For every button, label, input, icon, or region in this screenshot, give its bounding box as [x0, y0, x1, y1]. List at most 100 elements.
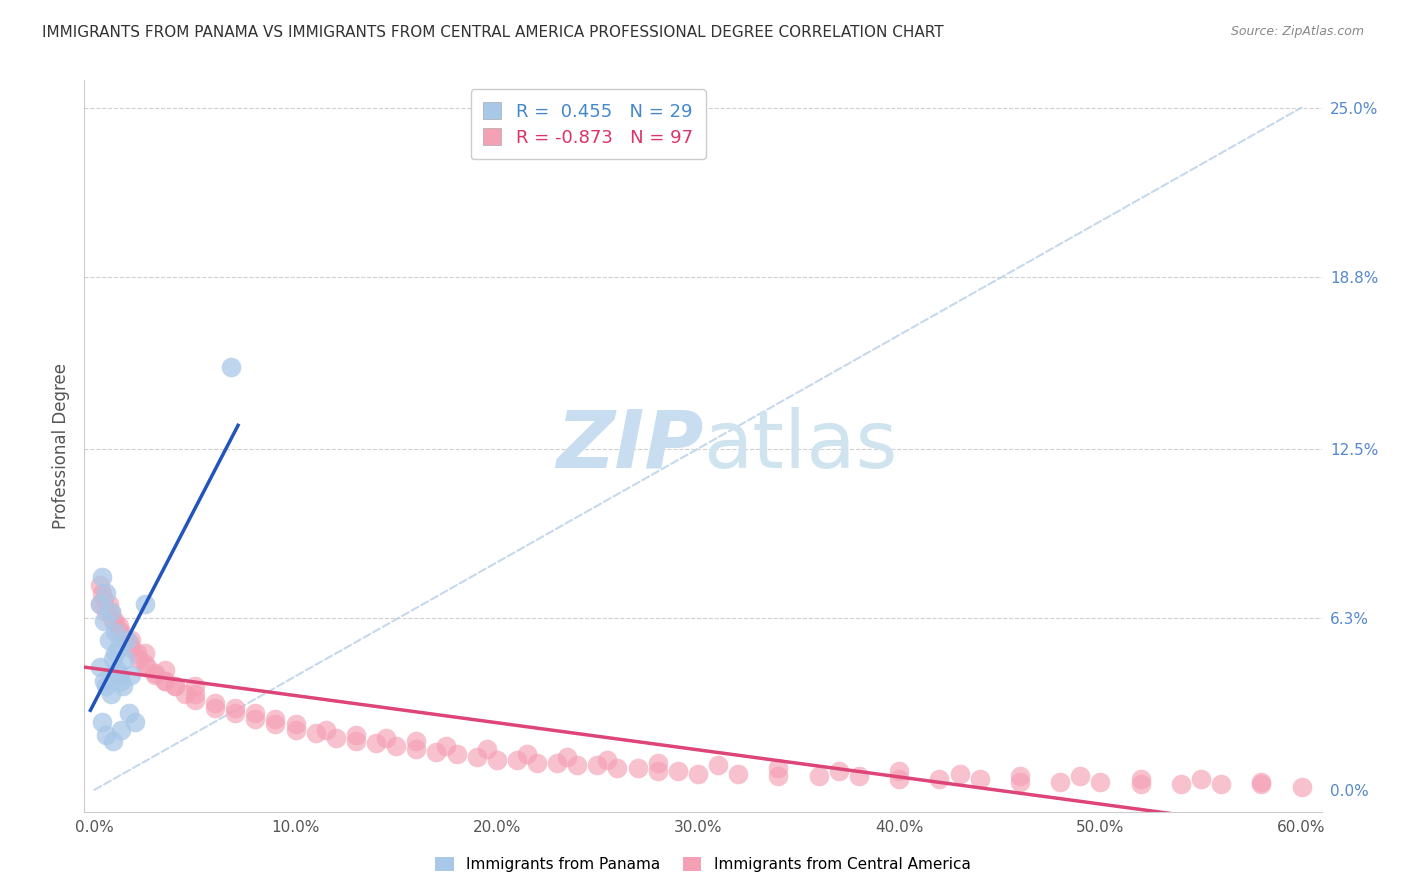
Point — [546, 756, 568, 770]
Point — [224, 701, 246, 715]
Point — [1291, 780, 1313, 794]
Point — [100, 606, 122, 620]
Point — [184, 693, 207, 707]
Point — [586, 758, 609, 772]
Point — [117, 706, 139, 721]
Point — [115, 632, 138, 647]
Point — [93, 673, 115, 688]
Point — [506, 753, 529, 767]
Point — [1250, 777, 1272, 791]
Point — [969, 772, 991, 786]
Point — [101, 614, 124, 628]
Point — [647, 756, 669, 770]
Point — [385, 739, 408, 754]
Point — [134, 597, 156, 611]
Point — [114, 632, 136, 647]
Point — [204, 701, 226, 715]
Point — [124, 714, 146, 729]
Point — [325, 731, 347, 745]
Point — [103, 624, 125, 639]
Point — [516, 747, 538, 762]
Point — [96, 679, 118, 693]
Point — [163, 679, 186, 693]
Point — [436, 739, 458, 754]
Point — [120, 632, 142, 647]
Text: ZIP: ZIP — [555, 407, 703, 485]
Point — [1170, 777, 1192, 791]
Point — [153, 673, 176, 688]
Point — [107, 668, 129, 682]
Legend: R =  0.455   N = 29, R = -0.873   N = 97: R = 0.455 N = 29, R = -0.873 N = 97 — [471, 89, 706, 160]
Point — [100, 606, 122, 620]
Point — [143, 665, 166, 680]
Point — [567, 758, 589, 772]
Point — [97, 632, 120, 647]
Point — [606, 761, 628, 775]
Point — [889, 764, 911, 778]
Point — [596, 753, 619, 767]
Point — [204, 696, 226, 710]
Point — [686, 766, 709, 780]
Point — [264, 717, 287, 731]
Point — [375, 731, 398, 745]
Legend: Immigrants from Panama, Immigrants from Central America: Immigrants from Panama, Immigrants from … — [427, 849, 979, 880]
Point — [153, 673, 176, 688]
Point — [105, 663, 128, 677]
Point — [889, 772, 911, 786]
Point — [107, 619, 129, 633]
Point — [555, 750, 578, 764]
Point — [153, 663, 176, 677]
Point — [1008, 769, 1031, 783]
Point — [768, 761, 790, 775]
Point — [1129, 777, 1152, 791]
Point — [405, 742, 427, 756]
Point — [135, 660, 157, 674]
Point — [1209, 777, 1232, 791]
Point — [315, 723, 337, 737]
Point — [727, 766, 749, 780]
Point — [143, 668, 166, 682]
Point — [117, 635, 139, 649]
Point — [364, 737, 387, 751]
Point — [97, 597, 120, 611]
Point — [264, 712, 287, 726]
Point — [101, 652, 124, 666]
Point — [707, 758, 730, 772]
Point — [125, 647, 148, 661]
Point — [89, 597, 111, 611]
Point — [1250, 774, 1272, 789]
Point — [91, 586, 114, 600]
Point — [1069, 769, 1091, 783]
Point — [405, 733, 427, 747]
Point — [93, 591, 115, 606]
Point — [96, 728, 118, 742]
Point — [101, 733, 124, 747]
Point — [93, 614, 115, 628]
Point — [807, 769, 830, 783]
Point — [425, 745, 447, 759]
Point — [174, 687, 197, 701]
Point — [111, 679, 134, 693]
Point — [110, 624, 132, 639]
Point — [107, 624, 129, 639]
Point — [465, 750, 488, 764]
Point — [91, 714, 114, 729]
Point — [224, 706, 246, 721]
Point — [626, 761, 648, 775]
Point — [100, 687, 122, 701]
Point — [768, 769, 790, 783]
Point — [928, 772, 950, 786]
Point — [110, 723, 132, 737]
Point — [163, 679, 186, 693]
Point — [219, 359, 242, 374]
Point — [1090, 774, 1112, 789]
Point — [134, 647, 156, 661]
Point — [344, 733, 367, 747]
Point — [184, 679, 207, 693]
Point — [91, 570, 114, 584]
Point — [284, 717, 307, 731]
Point — [120, 640, 142, 655]
Point — [1008, 774, 1031, 789]
Point — [120, 668, 142, 682]
Point — [184, 687, 207, 701]
